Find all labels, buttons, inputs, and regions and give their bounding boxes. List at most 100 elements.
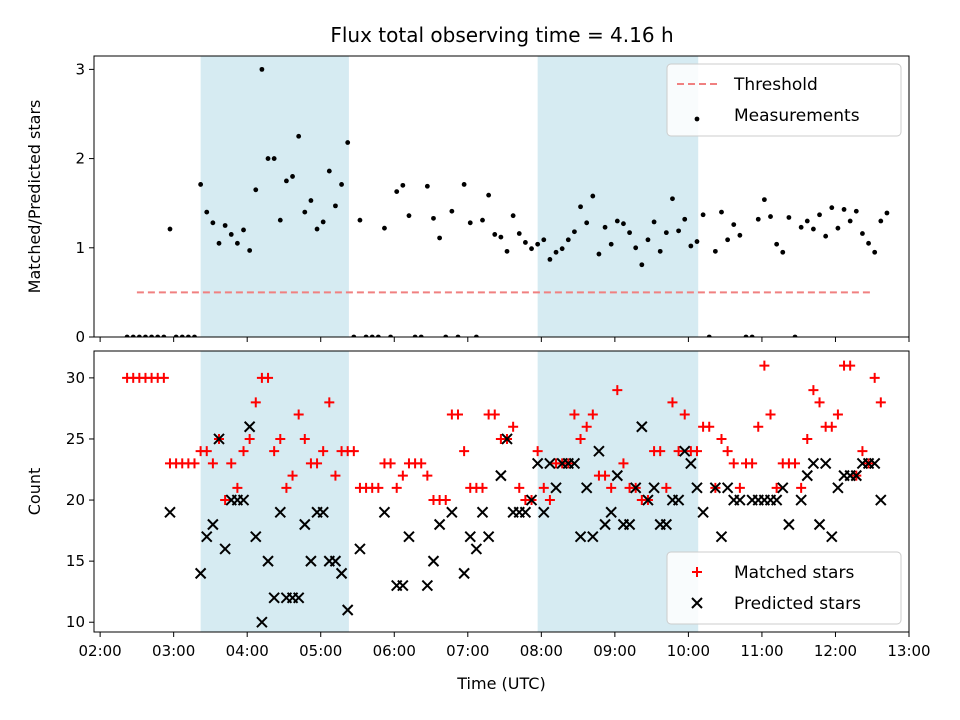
predicted-star-point bbox=[305, 555, 317, 567]
predicted-star-point bbox=[605, 506, 617, 518]
predicted-star-point bbox=[636, 421, 648, 433]
measurement-point bbox=[596, 251, 602, 257]
predicted-star-point bbox=[317, 506, 329, 518]
measurement-point bbox=[841, 207, 847, 212]
matched-star-point bbox=[802, 433, 813, 444]
measurement-point bbox=[271, 156, 277, 161]
measurement-point bbox=[363, 334, 369, 337]
predicted-star-point bbox=[243, 421, 256, 433]
matched-star-point bbox=[569, 409, 580, 420]
matched-star-point bbox=[422, 470, 433, 481]
y-tick-label: 3 bbox=[75, 60, 85, 78]
measurement-point bbox=[449, 208, 455, 214]
measurement-point bbox=[590, 193, 596, 199]
predicted-star-point bbox=[593, 445, 605, 457]
measurement-point bbox=[326, 168, 332, 174]
matched-star-point bbox=[318, 446, 329, 457]
measurement-point bbox=[706, 334, 712, 337]
predicted-star-point bbox=[672, 494, 685, 506]
legend-box bbox=[666, 63, 902, 137]
y-axis-label: Matched/Predicted stars bbox=[25, 100, 44, 294]
matched-star-point bbox=[722, 446, 733, 457]
measurement-point bbox=[204, 209, 210, 215]
measurement-point bbox=[486, 192, 492, 198]
measurement-point bbox=[284, 178, 289, 184]
predicted-star-point bbox=[819, 457, 832, 470]
measurement-point bbox=[467, 220, 473, 226]
y-tick-label: 25 bbox=[66, 430, 85, 448]
measurement-point bbox=[455, 334, 461, 337]
measurement-point bbox=[277, 217, 283, 223]
legend-box bbox=[666, 551, 902, 625]
matched-star-point bbox=[189, 458, 200, 469]
predicted-star-point bbox=[813, 518, 826, 531]
measurement-point bbox=[878, 218, 884, 224]
measurement-point bbox=[639, 262, 645, 268]
measurement-point bbox=[155, 334, 161, 337]
measurement-point bbox=[369, 334, 375, 337]
measurement-point bbox=[860, 231, 865, 236]
measurement-point bbox=[388, 334, 393, 337]
matched-star-point bbox=[771, 482, 782, 493]
legend: Matched stars Predicted stars bbox=[666, 551, 902, 625]
measurement-point bbox=[553, 249, 559, 255]
predicted-star-point bbox=[378, 506, 391, 518]
measurement-point bbox=[700, 212, 706, 218]
predicted-star-point bbox=[274, 506, 286, 518]
predicted-star-point bbox=[826, 530, 838, 543]
measurement-point bbox=[792, 334, 798, 337]
measurement-point bbox=[602, 224, 608, 230]
bottom-panel: 10 15 20 25 30 02:00 03:00 04:00 05:00 06:00 07:00… bbox=[25, 350, 931, 693]
measurement-point bbox=[351, 334, 357, 337]
top-panel: 0 1 2 3 Matched/Predicted stars Threshold Meas… bbox=[25, 55, 910, 346]
predicted-star-point bbox=[427, 555, 440, 567]
matched-star-point bbox=[618, 458, 629, 469]
measurement-point bbox=[829, 205, 835, 211]
predicted-star-point bbox=[446, 506, 458, 518]
x-tick-label: 09:00 bbox=[593, 642, 636, 660]
predicted-star-point bbox=[623, 518, 636, 531]
measurement-point bbox=[786, 215, 792, 220]
predicted-star-point bbox=[470, 543, 483, 555]
matched-star-point bbox=[391, 482, 402, 493]
axes-frame bbox=[93, 55, 910, 338]
matched-star-point bbox=[753, 421, 764, 432]
legend-predicted-swatch bbox=[691, 597, 703, 609]
matched-star-point bbox=[440, 495, 451, 506]
predicted-star-point bbox=[850, 469, 863, 482]
measurement-point bbox=[228, 232, 234, 237]
measurement-point bbox=[443, 334, 449, 337]
measurement-point bbox=[614, 218, 620, 224]
matched-star-point bbox=[263, 372, 274, 383]
measurement-point bbox=[817, 212, 822, 218]
matched-star-point bbox=[587, 409, 598, 420]
matched-star-point bbox=[373, 482, 384, 493]
predicted-star-point bbox=[299, 518, 311, 531]
measurement-point bbox=[412, 334, 418, 337]
chart-title: Flux total observing time = 4.16 h bbox=[330, 23, 673, 47]
measurement-point bbox=[406, 213, 412, 219]
matched-star-point bbox=[875, 397, 886, 408]
matched-star-point bbox=[385, 458, 396, 469]
predicted-star-point bbox=[875, 494, 887, 506]
measurement-point bbox=[670, 196, 675, 202]
measurement-point bbox=[247, 248, 253, 253]
measurement-point bbox=[743, 334, 749, 337]
matched-star-point bbox=[667, 397, 678, 408]
predicted-star-point bbox=[691, 482, 703, 494]
matched-star-point bbox=[845, 360, 856, 371]
measurement-point bbox=[847, 218, 853, 224]
matched-star-point bbox=[220, 495, 231, 506]
matched-star-point bbox=[324, 397, 335, 408]
predicted-star-point bbox=[335, 567, 348, 580]
y-tick-label: 1 bbox=[75, 239, 85, 257]
measurement-point bbox=[866, 240, 871, 246]
matched-star-point bbox=[832, 409, 843, 420]
measurement-point bbox=[712, 248, 718, 254]
matched-star-point bbox=[489, 409, 500, 420]
measurement-point bbox=[339, 182, 344, 187]
predicted-star-point bbox=[531, 457, 544, 470]
measurement-point bbox=[431, 215, 436, 221]
matched-star-point bbox=[158, 372, 169, 383]
